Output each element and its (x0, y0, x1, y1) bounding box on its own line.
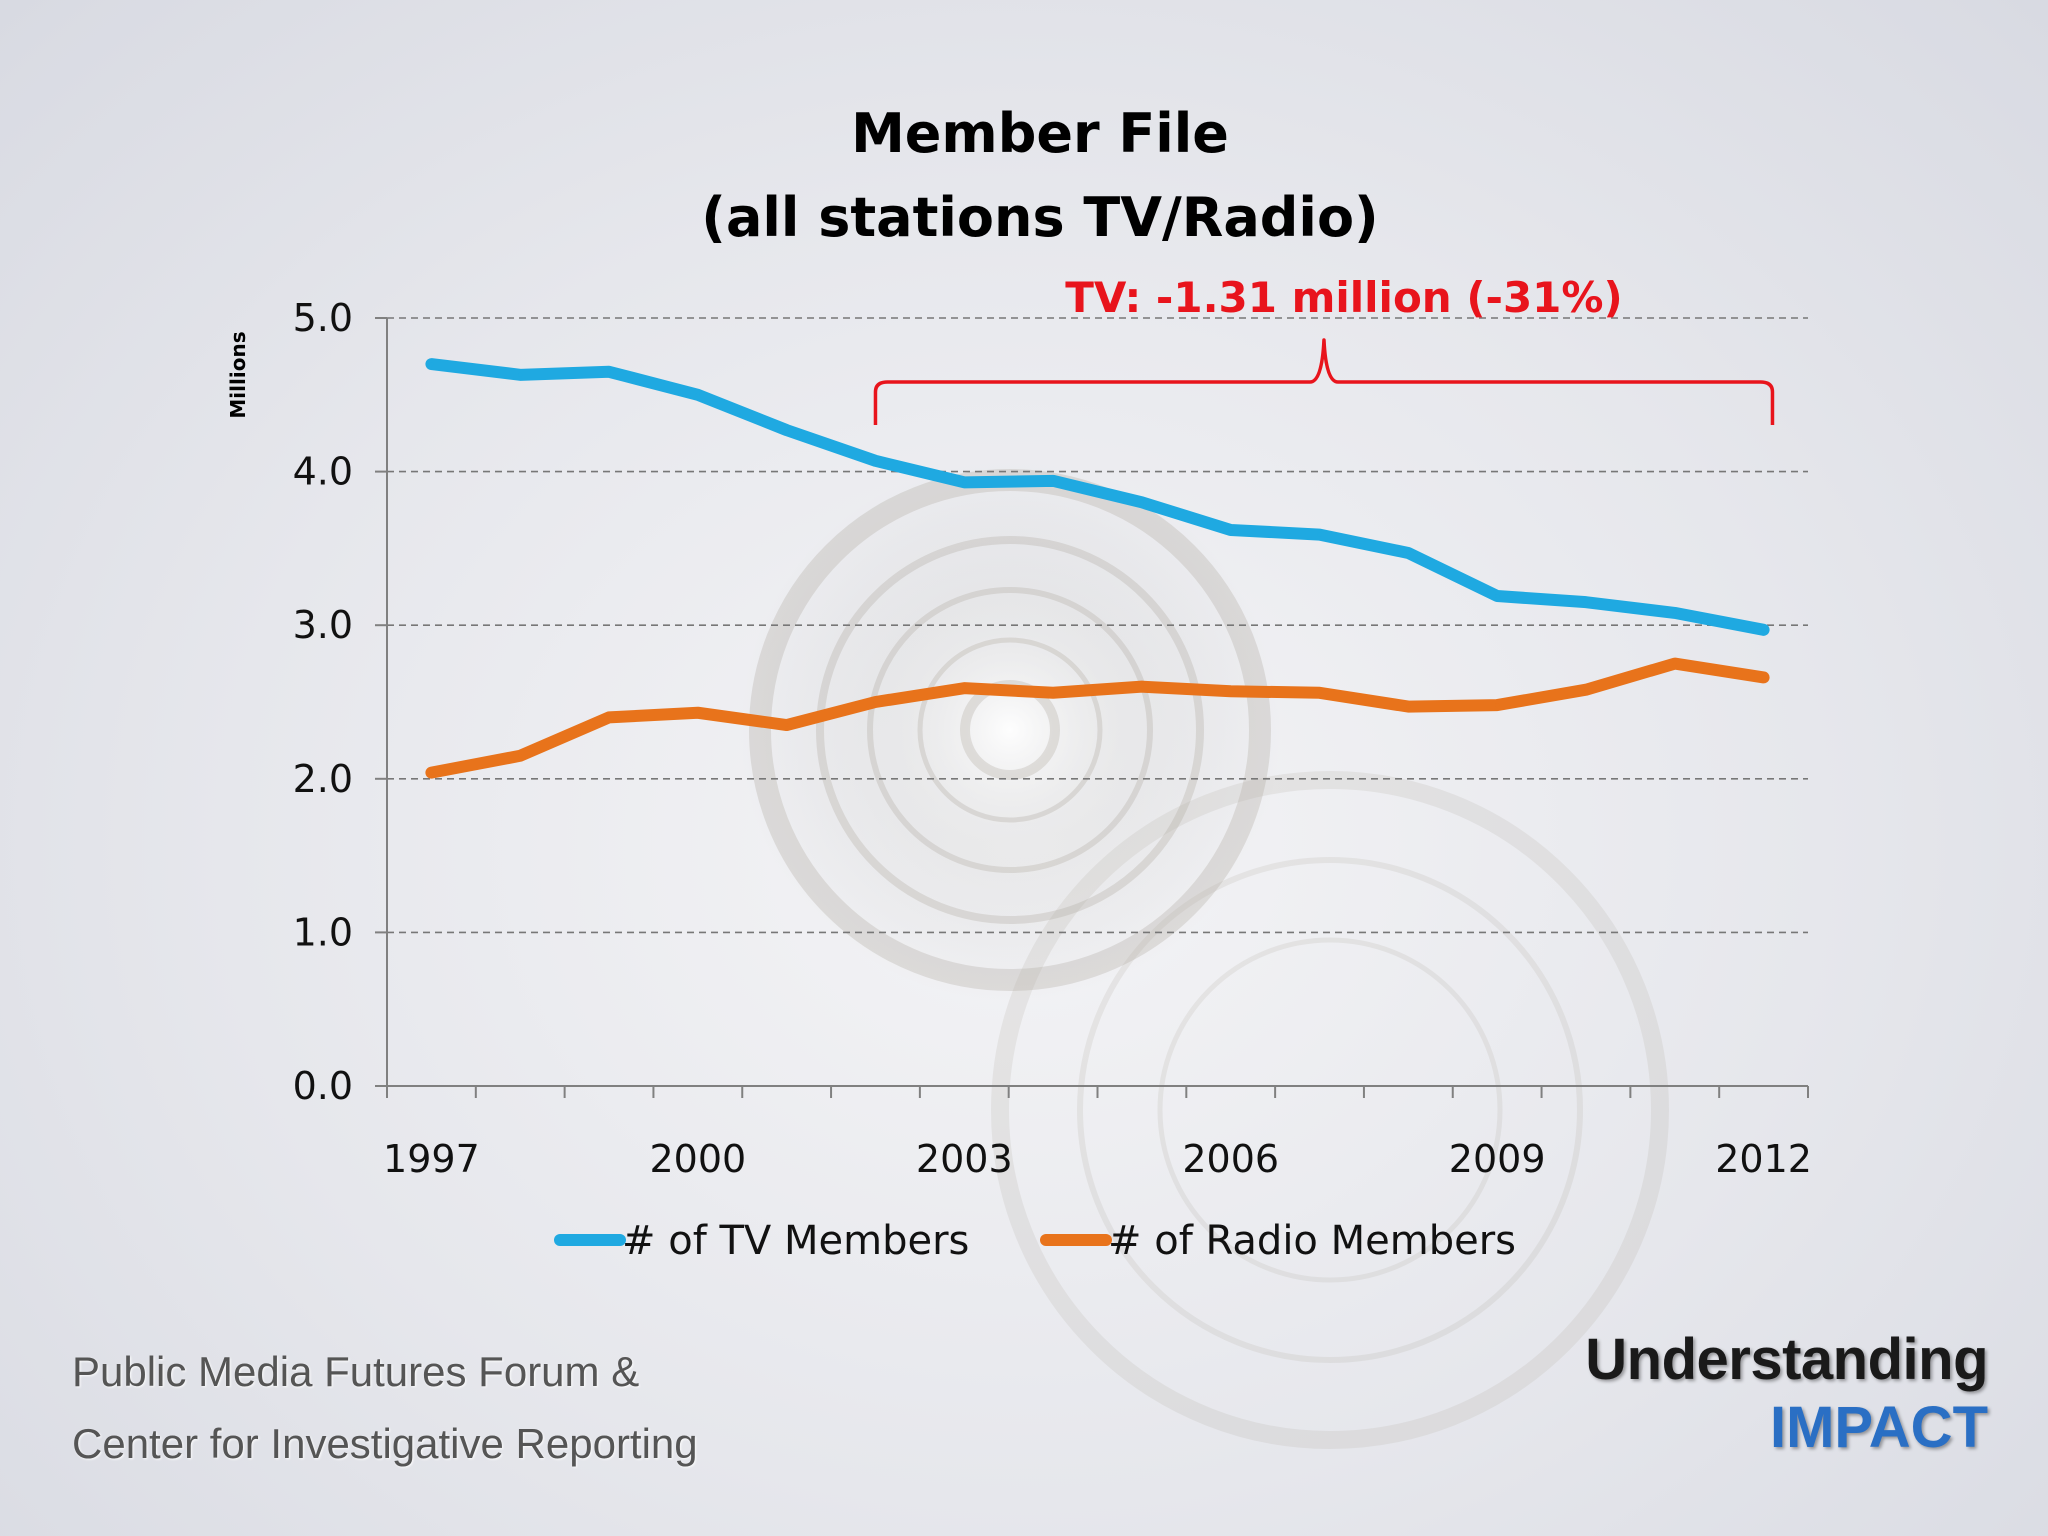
data-point (1495, 703, 1500, 708)
y-tick-label: 1.0 (293, 910, 353, 954)
data-point (1228, 527, 1233, 532)
data-point (1139, 500, 1144, 505)
series-radio-members (425, 657, 1770, 779)
series-tv-members (425, 358, 1770, 636)
legend-label: # of TV Members (622, 1218, 969, 1264)
annotation-bracket-path (873, 338, 1775, 425)
legend: # of TV Members # of Radio Members (554, 1218, 1516, 1264)
data-point (429, 770, 434, 775)
data-point (1672, 610, 1677, 615)
data-point (518, 753, 523, 758)
y-tick-label: 0.0 (293, 1064, 353, 1108)
series-line (425, 657, 1770, 779)
data-point (695, 710, 700, 715)
data-point (1228, 689, 1233, 694)
data-point (429, 362, 434, 367)
gridlines (375, 317, 1808, 1087)
data-point (873, 700, 878, 704)
brand-logo-bottom: IMPACT (1769, 1395, 1988, 1460)
data-point (695, 392, 700, 397)
footer-credits: Public Media Futures Forum & Center for … (72, 1336, 698, 1480)
legend-label: # of Radio Members (1108, 1218, 1516, 1264)
data-point (1051, 690, 1056, 695)
y-tick-labels: 0.0 1.0 2.0 3.0 4.0 5.0 (293, 296, 353, 1108)
brand-logo-top: Understanding (1585, 1327, 1988, 1392)
data-point (962, 480, 967, 485)
x-tick-label: 1997 (383, 1137, 480, 1181)
data-point (962, 686, 967, 691)
y-tick-label: 2.0 (293, 757, 353, 801)
footer-credit-line-1: Public Media Futures Forum & (72, 1348, 640, 1395)
footer-credit-line-2: Center for Investigative Reporting (72, 1420, 698, 1467)
data-point (1672, 661, 1677, 666)
x-tick-label: 2003 (916, 1137, 1013, 1181)
data-point (1761, 675, 1766, 680)
annotation-label: TV: -1.31 million (-31%) (1065, 273, 1622, 322)
data-point (1139, 684, 1144, 689)
annotation-bracket: TV: -1.31 million (-31%) (873, 273, 1775, 425)
data-series (425, 358, 1770, 779)
x-tick-label: 2006 (1182, 1137, 1279, 1181)
data-point (1317, 690, 1322, 695)
series-line (425, 358, 1770, 636)
chart-title-line-2: (all stations TV/Radio) (701, 186, 1378, 249)
data-point (1583, 687, 1588, 692)
y-tick-label: 3.0 (293, 603, 353, 647)
data-point (1317, 532, 1322, 537)
data-point (784, 723, 789, 728)
y-axis-label: Millions (226, 331, 250, 418)
y-tick-label: 4.0 (293, 450, 353, 494)
data-point (1495, 594, 1500, 599)
data-point (1583, 600, 1588, 605)
data-point (1406, 551, 1411, 556)
x-tick-label: 2009 (1449, 1137, 1546, 1181)
chart-title: Member File (all stations TV/Radio) (701, 102, 1378, 249)
brand-logo: Understanding IMPACT (1585, 1326, 1988, 1462)
x-tick-label: 2000 (649, 1137, 746, 1181)
chart-title-line-1: Member File (851, 102, 1229, 165)
data-point (518, 372, 523, 377)
data-point (1406, 704, 1411, 709)
data-point (873, 458, 878, 463)
data-point (1761, 627, 1766, 632)
data-point (607, 369, 612, 374)
data-point (1051, 478, 1056, 483)
data-point (784, 428, 789, 433)
axes (386, 318, 1809, 1098)
x-tick-labels: 1997 2000 2003 2006 2009 2012 (383, 1137, 1812, 1181)
data-point (607, 715, 612, 720)
x-tick-label: 2012 (1715, 1137, 1812, 1181)
y-tick-label: 5.0 (293, 296, 353, 340)
